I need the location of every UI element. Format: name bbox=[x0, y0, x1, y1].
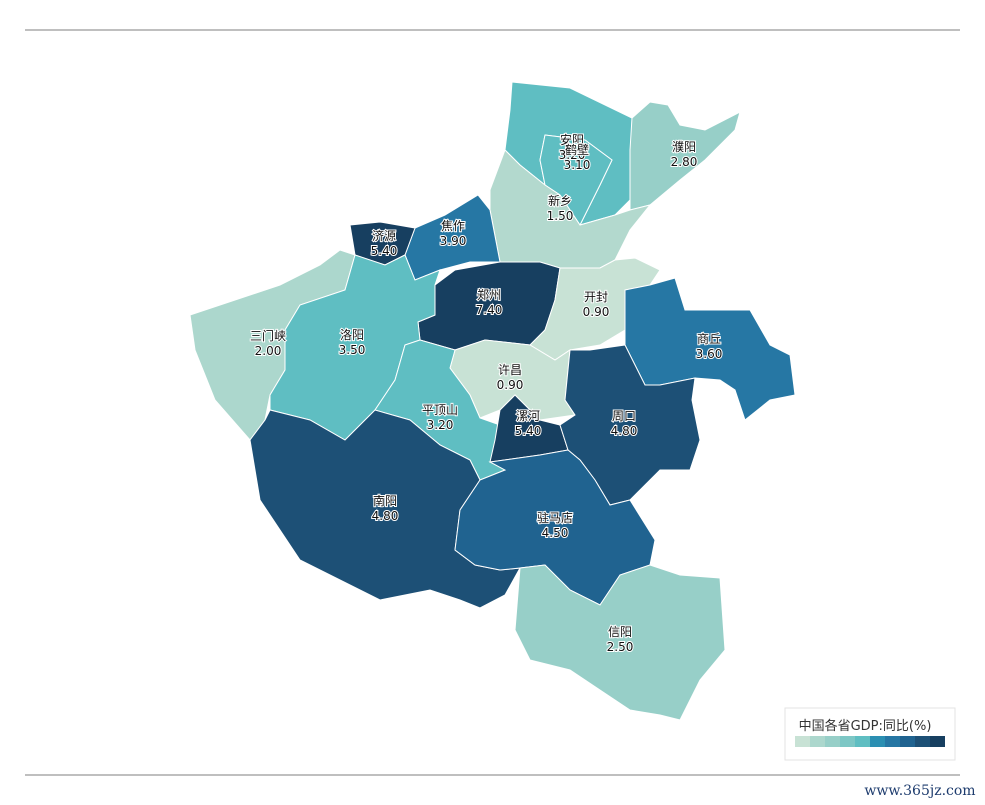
region-value: 5.40 bbox=[515, 424, 542, 438]
region-value: 7.40 bbox=[476, 303, 503, 317]
region-name: 开封 bbox=[584, 290, 608, 304]
region-value: 1.50 bbox=[547, 209, 574, 223]
region-name: 洛阳 bbox=[340, 327, 364, 342]
region-value: 0.90 bbox=[497, 378, 524, 392]
watermark: www.365jz.com bbox=[864, 783, 975, 799]
region-name: 周口 bbox=[612, 409, 636, 423]
region-name: 驻马店 bbox=[537, 510, 573, 525]
region-value: 3.90 bbox=[440, 234, 467, 248]
legend-swatch bbox=[825, 736, 840, 747]
region-name: 平顶山 bbox=[422, 403, 458, 417]
legend-swatch bbox=[855, 736, 870, 747]
region-value: 4.80 bbox=[372, 509, 399, 523]
region-name: 信阳 bbox=[608, 625, 632, 639]
legend-swatch bbox=[840, 736, 855, 747]
region-name: 鹤壁 bbox=[565, 142, 589, 157]
region-value: 2.50 bbox=[607, 640, 634, 654]
region-name: 许昌 bbox=[498, 363, 522, 377]
legend-swatch bbox=[885, 736, 900, 747]
regions bbox=[189, 81, 796, 721]
region-value: 5.40 bbox=[371, 244, 398, 258]
region-value: 3.50 bbox=[339, 343, 366, 357]
region-value: 4.50 bbox=[542, 526, 569, 540]
region bbox=[514, 564, 726, 721]
legend-title: 中国各省GDP:同比(%) bbox=[799, 718, 932, 734]
region-value: 4.80 bbox=[611, 424, 638, 438]
legend-swatch bbox=[915, 736, 930, 747]
region-value: 3.60 bbox=[696, 347, 723, 361]
region bbox=[559, 344, 701, 506]
region-labels: 安阳3.20鹤壁3.10濮阳2.80新乡1.50焦作3.90济源5.40郑州7.… bbox=[249, 131, 723, 655]
region-value: 0.90 bbox=[583, 305, 610, 319]
region-name: 濮阳 bbox=[672, 139, 696, 154]
region-value: 3.20 bbox=[559, 148, 586, 162]
legend-swatch bbox=[810, 736, 825, 747]
region-name: 安阳 bbox=[560, 132, 584, 147]
region-value: 3.20 bbox=[427, 418, 454, 432]
legend-swatch bbox=[870, 736, 885, 747]
region-name: 济源 bbox=[372, 228, 396, 243]
region-value: 3.10 bbox=[564, 158, 591, 172]
region-value: 2.80 bbox=[671, 155, 698, 169]
region-name: 郑州 bbox=[477, 287, 501, 302]
region-value: 2.00 bbox=[255, 344, 282, 358]
legend-swatches bbox=[795, 736, 945, 747]
region-name: 三门峡 bbox=[250, 328, 286, 343]
legend-swatch bbox=[795, 736, 810, 747]
region-name: 焦作 bbox=[441, 219, 465, 233]
region-name: 新乡 bbox=[548, 193, 572, 208]
region-name: 商丘 bbox=[697, 331, 721, 346]
legend-swatch bbox=[930, 736, 945, 747]
legend-swatch bbox=[900, 736, 915, 747]
region-name: 漯河 bbox=[516, 409, 540, 423]
region-name: 南阳 bbox=[373, 493, 397, 508]
legend-box bbox=[784, 707, 956, 761]
